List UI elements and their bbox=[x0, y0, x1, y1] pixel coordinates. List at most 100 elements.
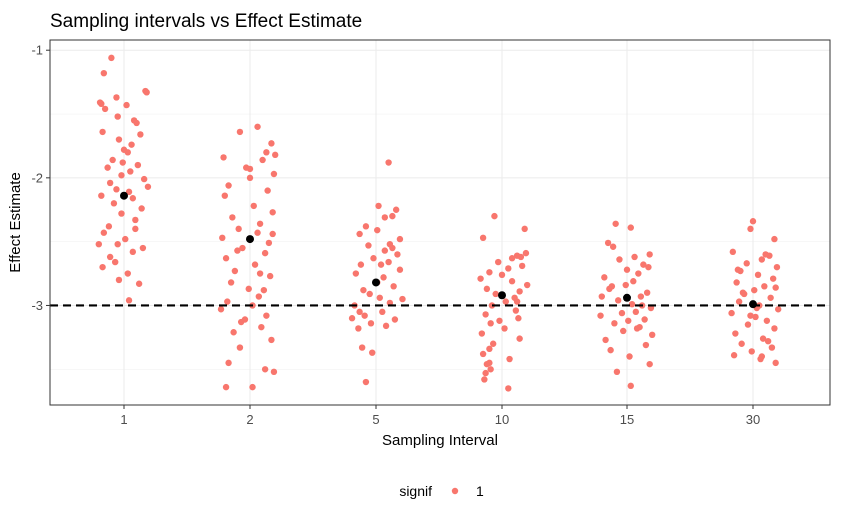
data-point bbox=[508, 255, 516, 262]
x-tick-label: 10 bbox=[495, 412, 509, 427]
data-point bbox=[361, 312, 368, 319]
mean-points bbox=[120, 191, 757, 309]
data-point bbox=[360, 286, 367, 294]
data-point bbox=[385, 258, 392, 266]
data-point bbox=[394, 251, 401, 258]
data-point bbox=[633, 325, 641, 332]
data-point bbox=[508, 278, 516, 285]
data-point bbox=[256, 220, 264, 227]
data-point bbox=[104, 164, 111, 171]
data-point bbox=[635, 270, 642, 277]
data-point bbox=[249, 383, 256, 391]
data-point bbox=[229, 214, 236, 221]
data-point bbox=[225, 359, 232, 367]
data-point bbox=[129, 195, 137, 202]
gridlines bbox=[50, 40, 830, 405]
data-point bbox=[95, 240, 103, 248]
data-point bbox=[767, 294, 774, 301]
data-point bbox=[512, 307, 520, 314]
data-point bbox=[496, 317, 503, 324]
data-point bbox=[227, 279, 235, 286]
data-point bbox=[597, 312, 604, 319]
data-point bbox=[348, 315, 356, 322]
data-point bbox=[369, 349, 376, 356]
data-point bbox=[101, 105, 109, 113]
data-point bbox=[747, 312, 754, 319]
data-point bbox=[768, 344, 776, 351]
data-point bbox=[127, 168, 134, 175]
data-point bbox=[222, 255, 230, 262]
data-point bbox=[264, 187, 271, 194]
data-point bbox=[739, 289, 747, 296]
data-point bbox=[231, 267, 239, 275]
data-point bbox=[486, 345, 493, 353]
data-point bbox=[122, 235, 129, 243]
data-point bbox=[123, 101, 130, 109]
data-point bbox=[113, 186, 120, 193]
data-point bbox=[518, 262, 526, 270]
data-point bbox=[630, 278, 637, 285]
data-point bbox=[379, 308, 386, 316]
data-point bbox=[748, 348, 755, 355]
data-point bbox=[139, 244, 147, 252]
mean-point bbox=[623, 293, 631, 302]
data-point bbox=[391, 316, 399, 323]
data-point bbox=[114, 113, 121, 120]
data-point bbox=[772, 359, 779, 367]
data-point bbox=[230, 329, 237, 336]
data-point bbox=[516, 288, 523, 295]
data-point bbox=[517, 253, 525, 261]
data-point bbox=[119, 159, 126, 166]
data-point bbox=[744, 321, 752, 328]
data-point bbox=[356, 230, 363, 238]
data-point bbox=[362, 378, 370, 386]
data-point bbox=[261, 366, 269, 373]
data-point bbox=[396, 266, 404, 273]
data-point bbox=[236, 128, 244, 136]
data-point bbox=[98, 192, 105, 199]
data-point bbox=[352, 270, 360, 277]
data-point bbox=[118, 210, 125, 217]
data-point bbox=[478, 330, 486, 337]
data-point bbox=[115, 136, 123, 143]
data-point bbox=[616, 256, 623, 263]
data-point bbox=[625, 317, 632, 324]
data-point bbox=[495, 258, 502, 266]
data-point bbox=[613, 368, 621, 376]
data-point bbox=[521, 225, 528, 233]
data-point bbox=[761, 283, 768, 290]
panel-border bbox=[49, 39, 831, 406]
data-point bbox=[125, 188, 133, 196]
data-point bbox=[489, 340, 497, 347]
data-point bbox=[614, 297, 622, 304]
data-point bbox=[100, 229, 108, 236]
data-point bbox=[220, 154, 227, 161]
y-tick-label: -2 bbox=[31, 170, 43, 185]
data-point bbox=[491, 212, 498, 220]
data-point bbox=[618, 309, 626, 317]
data-point bbox=[135, 280, 143, 287]
data-point bbox=[642, 341, 650, 349]
data-point bbox=[269, 230, 276, 238]
mean-point bbox=[120, 191, 128, 200]
legend-entry-label: 1 bbox=[476, 483, 484, 499]
data-point bbox=[477, 275, 484, 282]
data-point bbox=[641, 316, 648, 323]
data-point bbox=[134, 161, 142, 169]
x-tick-label: 30 bbox=[746, 412, 760, 427]
data-point bbox=[265, 239, 273, 247]
legend-key-dot bbox=[451, 487, 459, 495]
data-point bbox=[217, 306, 225, 313]
data-point bbox=[754, 271, 762, 279]
data-point bbox=[132, 216, 139, 224]
data-point bbox=[111, 258, 119, 266]
data-point bbox=[258, 323, 265, 331]
data-point bbox=[256, 270, 264, 277]
data-point bbox=[645, 263, 652, 271]
legend-title: signif bbox=[399, 483, 432, 499]
data-point bbox=[105, 223, 113, 230]
data-point bbox=[505, 265, 512, 272]
data-point bbox=[775, 306, 782, 313]
data-point bbox=[385, 159, 392, 166]
